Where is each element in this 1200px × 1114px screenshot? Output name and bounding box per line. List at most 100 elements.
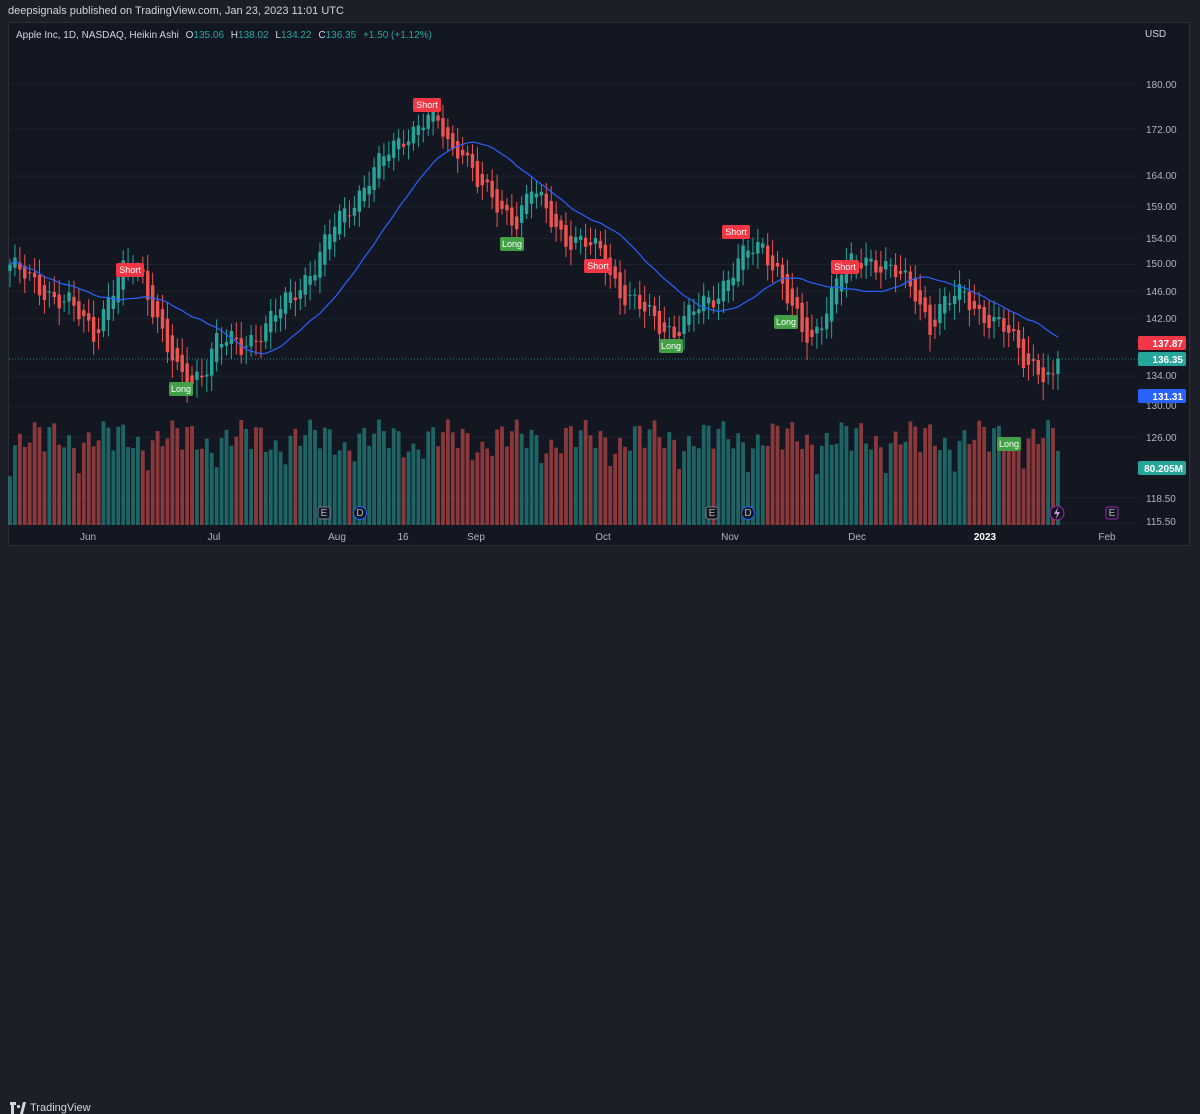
price-tag: 131.31 (1138, 389, 1186, 403)
signal-long: Long (500, 237, 524, 251)
volume-bar (32, 422, 37, 525)
candle-body (333, 226, 337, 242)
candle-body (583, 237, 588, 247)
volume-bar (1041, 438, 1046, 525)
candle-body (18, 262, 22, 270)
candle-body (13, 257, 17, 268)
volume-bar (888, 443, 893, 525)
volume-bar (337, 450, 342, 525)
candle-body (205, 374, 209, 377)
dividend-icon[interactable]: D (353, 506, 367, 520)
volume-bar (810, 444, 814, 525)
candle-body (667, 326, 671, 328)
volume-bar (460, 429, 465, 525)
candle-body (815, 326, 819, 334)
change-value: +1.50 (+1.12%) (362, 30, 432, 41)
signal-label: Short (725, 227, 747, 237)
candle-body (224, 342, 229, 346)
volume-bar (490, 455, 495, 525)
volume-bar (918, 451, 923, 525)
volume-bar (942, 437, 947, 525)
candle-body (657, 310, 662, 334)
y-tick-label: 164.00 (1146, 171, 1177, 182)
candle-body (451, 133, 455, 150)
signal-badge (722, 225, 750, 239)
candle-body (588, 242, 593, 246)
bottom-bar: TradingView (0, 546, 1200, 1114)
x-tick-label: Sep (467, 532, 485, 543)
candle-body (972, 300, 977, 309)
x-tick-label: Dec (848, 532, 866, 543)
candle-body (382, 156, 386, 166)
candle-body (682, 315, 686, 335)
volume-bar (234, 436, 239, 525)
candle-body (278, 309, 283, 319)
volume-bar (647, 429, 652, 525)
volume-bar (829, 444, 834, 525)
volume-bar (322, 427, 327, 525)
y-tick-label: 134.00 (1146, 371, 1177, 382)
tradingview-logo-icon[interactable] (10, 1102, 26, 1114)
price-tag-label: 137.87 (1152, 339, 1183, 350)
candle-body (903, 270, 908, 273)
candle-body (775, 262, 780, 267)
signal-badge (831, 260, 859, 274)
volume-bar (1051, 427, 1055, 525)
volume-bar (883, 473, 888, 525)
candle-body (795, 297, 799, 309)
volume-bar (844, 426, 849, 525)
signal-long: Long (774, 315, 798, 329)
earnings-icon[interactable]: E (705, 506, 719, 520)
volume-bar (677, 468, 682, 525)
candle-body (997, 317, 1001, 320)
volume-bar (524, 447, 529, 525)
volume-bar (800, 448, 805, 525)
candle-body (465, 152, 470, 156)
candle-body (42, 285, 47, 301)
earnings-icon[interactable]: E (317, 506, 331, 520)
y-tick-label: 180.00 (1146, 80, 1177, 91)
candle-body (672, 326, 676, 338)
volume-bar (259, 427, 263, 525)
volume-bar (652, 420, 657, 525)
candle-body (367, 185, 371, 195)
volume-bar (352, 461, 357, 525)
volume-bar (1006, 450, 1011, 525)
volume-bar (839, 422, 844, 525)
candle-body (618, 272, 622, 299)
y-tick-label: 142.00 (1146, 314, 1177, 325)
candle-body (352, 207, 357, 216)
tradingview-brand[interactable]: TradingView (30, 1102, 91, 1114)
volume-bar (992, 428, 996, 525)
candle-body (736, 258, 740, 282)
signal-badge (169, 382, 193, 396)
volume-bar (283, 464, 288, 525)
candle-body (485, 179, 489, 183)
flash-icon[interactable] (1049, 505, 1065, 521)
earnings-icon[interactable]: E (1105, 506, 1119, 520)
candle-body (918, 290, 922, 305)
x-tick-label: Oct (595, 532, 611, 543)
price-tags: 137.87 136.35 131.31 80.205M (1138, 336, 1186, 475)
candle-body (687, 304, 691, 325)
y-tick-label: 115.50 (1146, 517, 1176, 528)
dividend-icon[interactable]: D (741, 506, 755, 520)
candle-body (741, 245, 745, 270)
volume-bar (573, 447, 578, 525)
x-tick-label: 2023 (974, 532, 997, 543)
volume-bar (603, 437, 608, 525)
volume-bar (701, 424, 706, 525)
volume-bar (37, 427, 42, 525)
volume-bar (145, 470, 150, 525)
candle-body (524, 193, 529, 215)
chart-canvas[interactable]: Short Long Short Long Short Long Short Long Shor… (0, 0, 1200, 577)
candle-body (1046, 372, 1050, 375)
signal-label: Short (416, 100, 438, 110)
currency-label[interactable]: USD (1145, 29, 1167, 40)
candle-body (820, 328, 824, 331)
candle-body (1011, 328, 1016, 332)
candle-body (170, 335, 175, 361)
x-tick-label: Jun (80, 532, 96, 543)
candle-body (308, 276, 312, 285)
